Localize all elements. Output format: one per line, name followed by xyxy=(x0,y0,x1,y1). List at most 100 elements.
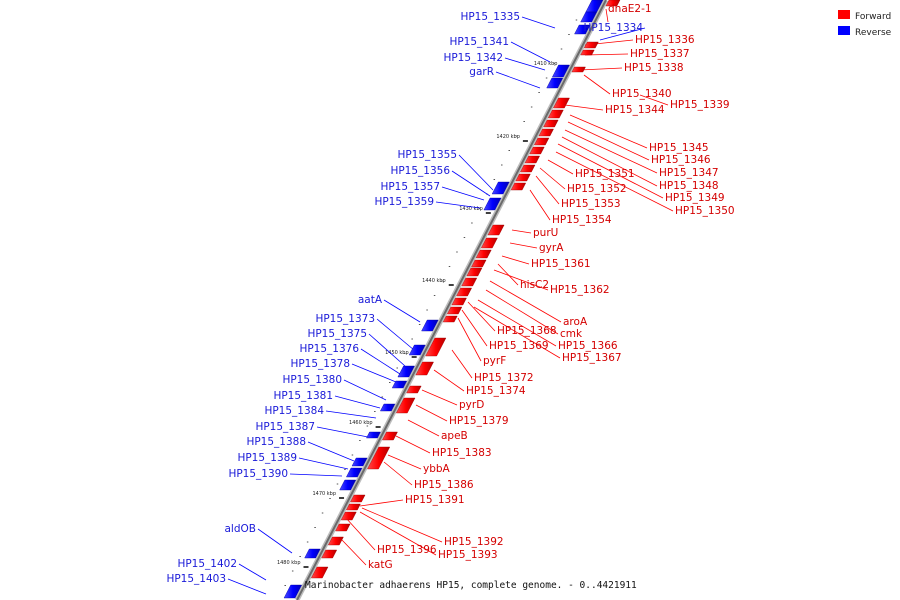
gene-label-hp15-1357: HP15_1357 xyxy=(380,181,440,193)
forward-gene-block xyxy=(346,503,361,511)
leader-line-puru xyxy=(511,229,532,234)
forward-gene-block xyxy=(571,66,586,73)
reverse-gene-block xyxy=(421,319,439,332)
leader-line-hp15-1403 xyxy=(227,578,267,595)
reverse-gene-block xyxy=(339,479,357,491)
leader-line-hp15-1367 xyxy=(473,306,561,359)
forward-gene-block xyxy=(580,49,595,56)
genome-caption: Marinobacter adhaerens HP15, complete ge… xyxy=(305,580,637,591)
gene-label-hp15-1340: HP15_1340 xyxy=(612,88,672,100)
leader-line-hp15-1357 xyxy=(441,186,485,201)
forward-gene-block xyxy=(524,155,540,164)
gene-label-katg: katG xyxy=(368,559,393,571)
leader-line-hp15-1376 xyxy=(360,348,401,375)
gene-label-hp15-1391: HP15_1391 xyxy=(405,494,465,506)
forward-gene-block xyxy=(515,173,531,182)
leader-line-hp15-1383 xyxy=(395,435,431,454)
position-tick-label: 1410 kbp xyxy=(534,61,558,67)
leader-line-hp15-1344 xyxy=(564,104,604,111)
gene-label-hp15-1375: HP15_1375 xyxy=(307,328,367,340)
leader-line-hp15-1351 xyxy=(547,159,574,175)
leader-line-hp15-1380 xyxy=(343,379,387,401)
leader-line-hp15-1337 xyxy=(584,53,629,56)
position-tick-label: 1480 kbp xyxy=(277,560,301,566)
gene-label-hp15-1337: HP15_1337 xyxy=(630,48,690,60)
leader-line-hp15-1392 xyxy=(361,507,443,543)
leader-line-hp15-1361 xyxy=(501,255,530,265)
gene-label-hp15-1345: HP15_1345 xyxy=(649,142,709,154)
leader-line-hp15-1346 xyxy=(567,121,650,161)
leader-line-aroa xyxy=(489,280,562,323)
forward-gene-block xyxy=(425,337,447,357)
leader-line-aldob xyxy=(257,528,293,554)
gene-label-hp15-1335: HP15_1335 xyxy=(460,11,520,23)
gene-label-hp15-1389: HP15_1389 xyxy=(237,452,297,464)
leader-line-aata xyxy=(383,299,421,323)
forward-gene-block xyxy=(529,146,545,155)
leader-line-hp15-1341 xyxy=(510,41,551,63)
leader-line-garr xyxy=(495,71,541,89)
forward-gene-block xyxy=(461,277,478,287)
legend-forward-label: Forward xyxy=(855,12,891,22)
leader-line-hp15-1384 xyxy=(325,410,377,419)
leader-line-hp15-1381 xyxy=(334,395,381,409)
gene-label-dnae2-1: dnaE2-1 xyxy=(608,3,652,15)
forward-gene-block xyxy=(335,523,351,532)
gene-label-cmk: cmk xyxy=(560,328,583,340)
leader-line-hp15-1393 xyxy=(359,511,437,556)
gene-block-layer xyxy=(283,0,621,599)
gene-label-ybba: ybbA xyxy=(423,463,451,475)
legend-reverse-label: Reverse xyxy=(855,28,892,38)
reverse-gene-block xyxy=(491,181,510,195)
position-tick-label: 1470 kbp xyxy=(312,491,336,497)
gene-label-hp15-1352: HP15_1352 xyxy=(567,183,627,195)
gene-label-hp15-1366: HP15_1366 xyxy=(558,340,618,352)
leader-line-pyrf xyxy=(457,317,482,362)
leader-line-hp15-1350 xyxy=(555,151,674,212)
gene-label-hp15-1403: HP15_1403 xyxy=(166,573,226,585)
leader-line-hp15-1386 xyxy=(383,461,413,486)
gene-label-hp15-1387: HP15_1387 xyxy=(255,421,315,433)
leader-line-hp15-1356 xyxy=(451,170,491,197)
forward-gene-block xyxy=(340,511,357,521)
forward-gene-block xyxy=(446,306,463,315)
forward-gene-block xyxy=(350,494,366,503)
forward-gene-block xyxy=(382,431,398,441)
leader-line-hp15-1374 xyxy=(433,369,465,392)
forward-gene-block xyxy=(480,237,498,249)
gene-label-hp15-1402: HP15_1402 xyxy=(177,558,237,570)
gene-label-hp15-1362: HP15_1362 xyxy=(550,284,610,296)
gene-label-hp15-1367: HP15_1367 xyxy=(562,352,622,364)
leader-line-hp15-1359 xyxy=(435,201,481,209)
gene-label-hp15-1376: HP15_1376 xyxy=(299,343,359,355)
forward-gene-block xyxy=(547,109,564,119)
forward-gene-block xyxy=(510,182,527,191)
position-tick-label: 1450 kbp xyxy=(385,350,409,356)
leader-line-hp15-1402 xyxy=(238,563,267,581)
leader-line-hp15-1387 xyxy=(316,426,369,438)
leader-line-hp15-1334 xyxy=(599,27,646,41)
forward-gene-block xyxy=(475,249,492,259)
reverse-gene-block xyxy=(380,403,396,412)
forward-gene-block xyxy=(520,164,536,173)
reverse-gene-block xyxy=(574,24,591,35)
leader-line-hp15-1352 xyxy=(539,167,566,190)
leader-line-hp15-1349 xyxy=(557,143,664,199)
legend-reverse-swatch xyxy=(838,26,850,35)
gene-label-layer: dnaE2-1 HP15_1336 HP15_1337 HP15_1338 HP15_1… xyxy=(166,3,734,585)
leader-line-hp15-1372 xyxy=(451,349,473,379)
leader-line-hp15-1355 xyxy=(458,154,494,191)
reverse-gene-block xyxy=(283,584,303,599)
leader-line-cmk xyxy=(485,289,559,335)
leader-line-hp15-1396 xyxy=(345,517,376,551)
gene-label-hp15-1392: HP15_1392 xyxy=(444,536,504,548)
forward-gene-block xyxy=(533,137,550,146)
leader-line-hp15-1390 xyxy=(289,473,343,477)
gene-label-hp15-1386: HP15_1386 xyxy=(414,479,474,491)
genome-backbone-core xyxy=(296,0,607,600)
gene-label-hp15-1379: HP15_1379 xyxy=(449,415,509,427)
forward-gene-block xyxy=(415,361,434,376)
tick-layer: 1410 kbp 1420 kbp 1430 kbp 1440 kbp 1450 kbp… xyxy=(277,19,578,586)
gene-label-hp15-1355: HP15_1355 xyxy=(397,149,457,161)
